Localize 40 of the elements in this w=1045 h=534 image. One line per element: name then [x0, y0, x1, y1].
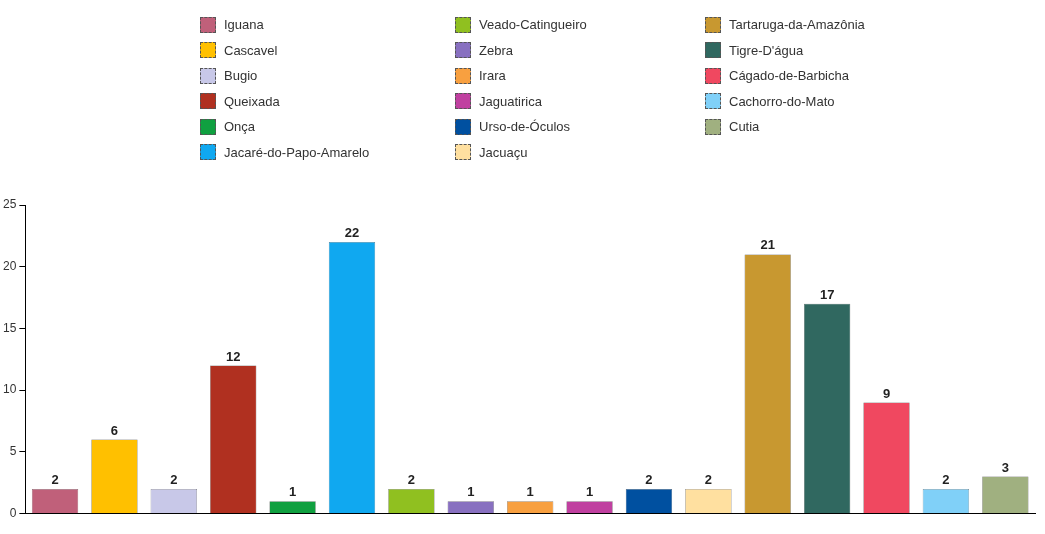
data-label: 3 [1001, 459, 1009, 475]
legend-label: Cachorro-do-Mato [729, 93, 835, 109]
data-label: 2 [170, 471, 178, 487]
legend-label: Tigre-D'água [729, 42, 804, 58]
y-tick-label: 10 [2, 382, 17, 397]
data-label: 12 [225, 348, 241, 364]
data-label: 2 [51, 471, 59, 487]
y-tick-label: 0 [9, 505, 17, 520]
data-label: 1 [585, 484, 594, 500]
legend-label: Onça [224, 119, 256, 135]
legend-label: Veado-Catingueiro [479, 17, 587, 33]
legend-label: Iguana [224, 17, 264, 33]
data-label: 21 [760, 237, 775, 253]
legend-label: Cascavel [224, 42, 278, 58]
y-tick-label: 20 [2, 259, 17, 274]
y-tick-label: 15 [2, 320, 17, 335]
data-label: 22 [344, 225, 360, 241]
data-label: 2 [645, 471, 653, 487]
legend-label: Urso-de-Óculos [479, 119, 571, 135]
y-tick-label: 5 [9, 444, 17, 459]
legend-label: Cutia [729, 119, 760, 135]
legend-label: Bugio [224, 68, 258, 84]
data-label: 2 [704, 471, 712, 487]
data-label: 1 [288, 484, 297, 500]
data-label: 17 [819, 286, 835, 302]
legend-label: Cágado-de-Barbicha [729, 68, 849, 84]
legend-label: Jacaré-do-Papo-Amarelo [224, 144, 370, 160]
data-label: 2 [942, 471, 950, 487]
data-label: 6 [110, 422, 119, 438]
legend-label: Jaguatirica [479, 93, 542, 109]
y-tick-label: 25 [2, 197, 17, 212]
legend-label: Jacuaçu [479, 144, 528, 160]
legend-label: Tartaruga-da-Amazônia [729, 17, 865, 33]
legend-label: Queixada [224, 93, 280, 109]
data-label: 1 [467, 484, 475, 500]
data-label: 1 [526, 484, 534, 500]
data-label: 9 [882, 385, 891, 401]
legend-label: Irara [479, 68, 506, 84]
data-label: 2 [407, 471, 416, 487]
legend-label: Zebra [479, 42, 513, 58]
